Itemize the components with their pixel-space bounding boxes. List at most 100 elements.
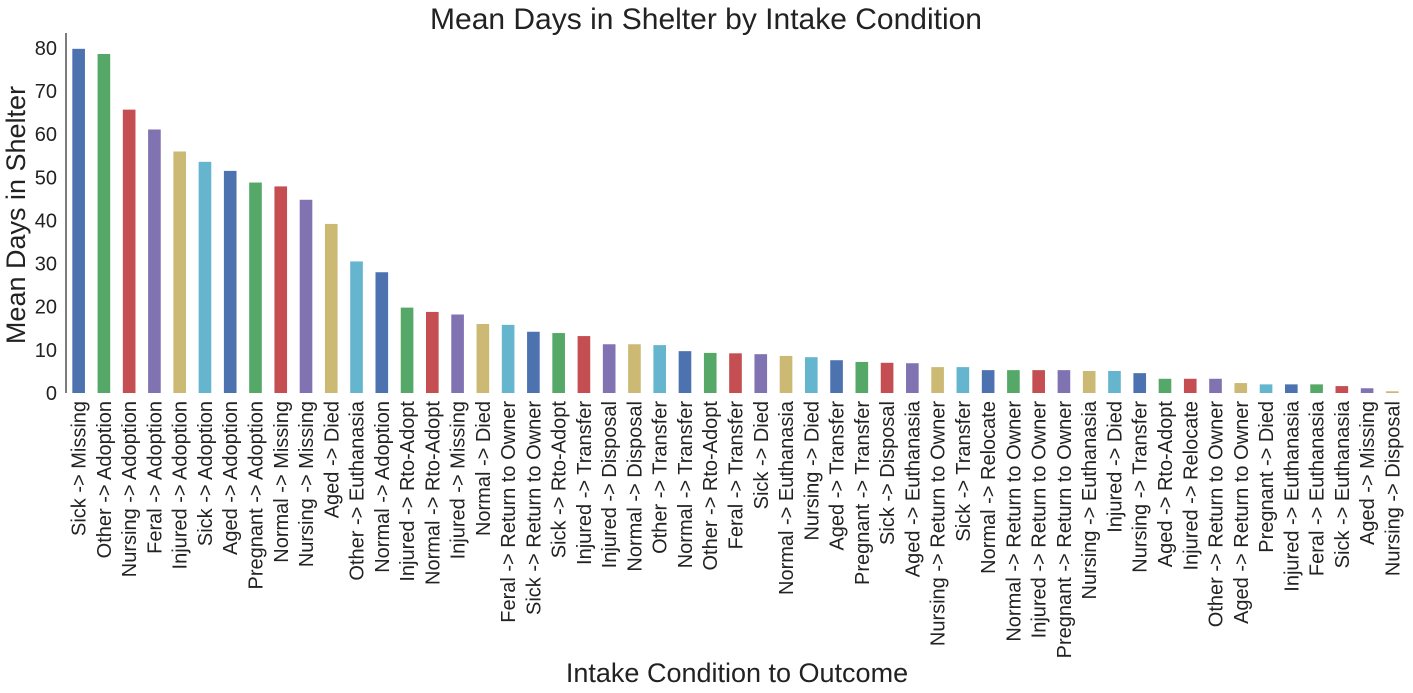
x-tick-label: Normal -> Relocate — [978, 401, 1000, 574]
x-tick-label: Injured -> Disposal — [599, 401, 621, 568]
x-tick-label: Sick -> Disposal — [877, 401, 899, 545]
bar[interactable] — [1108, 371, 1121, 393]
bar[interactable] — [501, 324, 515, 393]
bar[interactable] — [956, 367, 970, 393]
bar[interactable] — [299, 199, 313, 393]
bar[interactable] — [1360, 388, 1374, 393]
x-tick-label: Aged -> Died — [321, 401, 343, 518]
bar[interactable] — [400, 307, 414, 393]
x-tick-label: Injured -> Adoption — [170, 401, 192, 569]
bar[interactable] — [577, 336, 591, 393]
x-tick-label: Feral -> Transfer — [726, 401, 748, 550]
x-tick-label: Nursing -> Transfer — [1130, 401, 1152, 573]
bar[interactable] — [476, 323, 490, 393]
bar[interactable] — [1234, 383, 1248, 393]
bar[interactable] — [1082, 371, 1096, 393]
bar[interactable] — [1386, 391, 1399, 393]
x-tick-label: Nursing -> Euthanasia — [1079, 400, 1101, 599]
bar[interactable] — [1259, 384, 1273, 393]
y-tick-label: 10 — [35, 340, 57, 362]
x-tick-label: Injured -> Died — [1104, 401, 1126, 533]
bar[interactable] — [754, 354, 768, 393]
chart-title: Mean Days in Shelter by Intake Condition — [430, 3, 982, 36]
bar[interactable] — [981, 370, 995, 393]
bar[interactable] — [122, 109, 136, 393]
y-tick-label: 70 — [35, 81, 57, 103]
bar[interactable] — [274, 186, 288, 393]
x-tick-label: Normal -> Disposal — [624, 401, 646, 572]
x-tick-label: Nursing -> Died — [801, 401, 823, 541]
x-tick-label: Sick -> Transfer — [953, 401, 975, 542]
x-tick-label: Nursing -> Missing — [296, 401, 318, 567]
x-tick-label: Injured -> Missing — [448, 401, 470, 559]
x-tick-label: Sick -> Adoption — [195, 401, 217, 546]
x-tick-label: Sick -> Euthanasia — [1332, 400, 1354, 568]
bar[interactable] — [855, 361, 869, 393]
bar[interactable] — [729, 353, 742, 393]
x-tick-label: Normal -> Transfer — [675, 401, 697, 569]
x-tick-label: Sick -> Rto-Adopt — [549, 401, 571, 559]
bar[interactable] — [1158, 378, 1172, 393]
bar[interactable] — [1032, 370, 1045, 393]
bar[interactable] — [1285, 384, 1298, 393]
bar[interactable] — [653, 345, 667, 393]
bar[interactable] — [678, 351, 692, 393]
bar[interactable] — [148, 129, 161, 394]
x-tick-label: Aged -> Return to Owner — [1231, 401, 1253, 624]
bar[interactable] — [1335, 386, 1349, 393]
bar[interactable] — [350, 261, 363, 393]
x-axis-label: Intake Condition to Outcome — [566, 658, 908, 688]
bar[interactable] — [527, 331, 540, 393]
bar[interactable] — [1183, 378, 1197, 393]
bar[interactable] — [931, 367, 944, 393]
bar[interactable] — [703, 352, 717, 393]
x-tick-label: Other -> Return to Owner — [1206, 401, 1228, 628]
bar[interactable] — [223, 170, 237, 393]
x-tick-label: Other -> Euthanasia — [347, 400, 369, 580]
x-tick-label: Aged -> Euthanasia — [902, 400, 924, 577]
x-tick-label: Other -> Rto-Adopt — [700, 401, 722, 571]
x-tick-label: Injured -> Relocate — [1180, 401, 1202, 571]
bar[interactable] — [198, 161, 212, 393]
x-tick-label: Other -> Transfer — [650, 401, 672, 554]
bar[interactable] — [1133, 373, 1147, 393]
x-tick-label: Pregnant -> Adoption — [245, 401, 267, 589]
bar[interactable] — [628, 344, 641, 393]
bar[interactable] — [1310, 384, 1323, 393]
x-tick-label: Aged -> Missing — [1357, 401, 1379, 545]
y-tick-label: 0 — [46, 383, 57, 405]
bar[interactable] — [1007, 370, 1020, 393]
bar[interactable] — [602, 344, 616, 393]
x-tick-label: Other -> Adoption — [94, 401, 116, 558]
bar[interactable] — [1209, 378, 1222, 393]
y-tick-label: 80 — [35, 38, 57, 60]
bar[interactable] — [324, 223, 338, 393]
bar[interactable] — [804, 357, 818, 393]
bars — [72, 48, 1399, 394]
bar[interactable] — [72, 48, 85, 393]
x-tick-label: Normal -> Adoption — [372, 401, 394, 573]
y-ticks: 0 10 20 30 40 50 60 70 80 — [35, 38, 57, 405]
bar[interactable] — [426, 311, 439, 393]
y-tick-label: 60 — [35, 124, 57, 146]
x-tick-label: Pregnant -> Return to Owner — [1054, 401, 1076, 659]
bar[interactable] — [1057, 370, 1071, 393]
bar[interactable] — [173, 151, 186, 393]
bar[interactable] — [97, 54, 111, 393]
bar[interactable] — [880, 362, 894, 393]
bar[interactable] — [451, 314, 464, 394]
x-tick-label: Injured -> Transfer — [574, 401, 596, 565]
bar[interactable] — [249, 182, 262, 393]
y-tick-label: 40 — [35, 210, 57, 232]
x-tick-label: Normal -> Missing — [271, 401, 293, 563]
x-tick-label: Nursing -> Return to Owner — [928, 401, 950, 646]
bar[interactable] — [906, 363, 919, 393]
bar[interactable] — [552, 333, 565, 393]
x-tick-label: Nursing -> Disposal — [1382, 401, 1404, 576]
bar[interactable] — [830, 360, 843, 393]
x-tick-label: Injured -> Euthanasia — [1281, 400, 1303, 592]
x-tick-label: Injured -> Return to Owner — [1029, 401, 1051, 639]
x-tick-label: Aged -> Rto-Adopt — [1155, 401, 1177, 568]
bar[interactable] — [375, 272, 389, 393]
bar[interactable] — [779, 355, 793, 393]
